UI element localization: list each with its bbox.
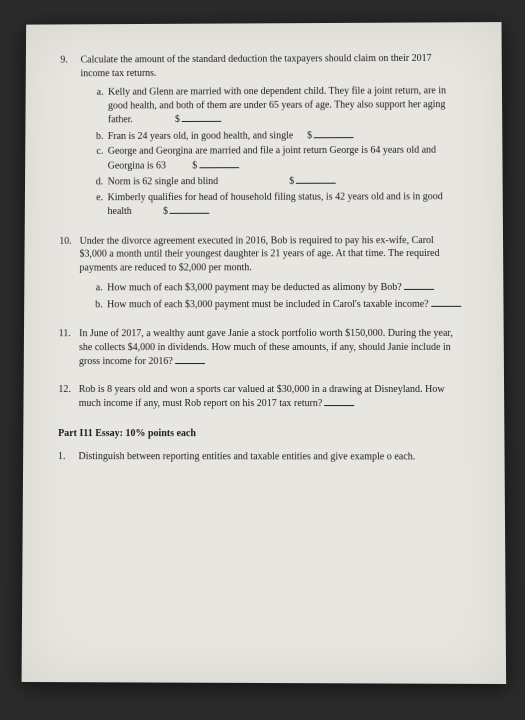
part3-heading: Part I11 Essay: 10% points each — [58, 427, 469, 441]
q9-body: Calculate the amount of the standard ded… — [79, 52, 463, 221]
q10-item-a: How much of each $3,000 payment may be d… — [105, 280, 464, 295]
answer-blank[interactable] — [181, 112, 221, 122]
q10-prompt: Under the divorce agreement executed in … — [79, 235, 439, 273]
p3-q1-body: Distinguish between reporting entities a… — [78, 450, 464, 464]
q10-item-b: How much of each $3,000 payment must be … — [105, 296, 464, 311]
q9-prompt: Calculate the amount of the standard ded… — [80, 53, 431, 79]
q10-body: Under the divorce agreement executed in … — [79, 234, 464, 314]
question-11: 11. In June of 2017, a wealthy aunt gave… — [58, 327, 468, 369]
dollar-sign: $ — [289, 176, 294, 187]
dollar-sign: $ — [192, 160, 197, 171]
question-9: 9. Calculate the amount of the standard … — [59, 52, 467, 221]
q9-c-text: George and Georgina are married and file… — [107, 145, 435, 171]
p3-q1-text: Distinguish between reporting entities a… — [78, 451, 415, 462]
answer-blank[interactable] — [169, 204, 209, 214]
q12-prompt: Rob is 8 years old and won a sports car … — [78, 383, 444, 409]
q9-e-text: Kimberly qualifies for head of household… — [107, 191, 442, 217]
answer-blank[interactable] — [296, 174, 336, 184]
q12-number: 12. — [58, 383, 76, 396]
q11-number: 11. — [58, 327, 76, 340]
q10-subitems: How much of each $3,000 payment may be d… — [79, 280, 464, 311]
dollar-sign: $ — [307, 130, 312, 141]
p3-q1-number: 1. — [57, 450, 75, 464]
q9-item-b: Fran is 24 years old, in good health, an… — [105, 127, 462, 143]
q9-b-text: Fran is 24 years old, in good health, an… — [107, 130, 292, 142]
answer-blank[interactable] — [324, 396, 354, 406]
answer-blank[interactable] — [314, 128, 354, 138]
q9-item-e: Kimberly qualifies for head of household… — [105, 190, 463, 219]
q11-body: In June of 2017, a wealthy aunt gave Jan… — [78, 327, 463, 369]
q9-a-text: Kelly and Glenn are married with one dep… — [107, 85, 445, 125]
q9-item-a: Kelly and Glenn are married with one dep… — [105, 84, 462, 126]
answer-blank[interactable] — [174, 354, 204, 364]
question-12: 12. Rob is 8 years old and won a sports … — [58, 382, 469, 410]
answer-blank[interactable] — [199, 158, 239, 168]
worksheet-page: 9. Calculate the amount of the standard … — [21, 22, 506, 684]
dollar-sign: $ — [162, 206, 167, 217]
q12-body: Rob is 8 years old and won a sports car … — [78, 382, 464, 410]
q9-item-c: George and Georgina are married and file… — [105, 144, 462, 173]
q11-prompt: In June of 2017, a wealthy aunt gave Jan… — [78, 328, 452, 367]
dollar-sign: $ — [174, 114, 179, 125]
q10-a-text: How much of each $3,000 payment may be d… — [107, 282, 402, 293]
answer-blank[interactable] — [430, 296, 460, 306]
q9-subitems: Kelly and Glenn are married with one dep… — [79, 84, 463, 218]
q9-number: 9. — [60, 54, 78, 67]
question-10: 10. Under the divorce agreement executed… — [58, 233, 468, 313]
part3-question-1: 1. Distinguish between reporting entitie… — [57, 450, 468, 464]
q10-b-text: How much of each $3,000 payment must be … — [107, 298, 429, 309]
q10-number: 10. — [59, 234, 77, 247]
q9-d-text: Norm is 62 single and blind — [107, 176, 218, 187]
q9-item-d: Norm is 62 single and blind $ — [105, 173, 462, 188]
answer-blank[interactable] — [403, 280, 433, 290]
